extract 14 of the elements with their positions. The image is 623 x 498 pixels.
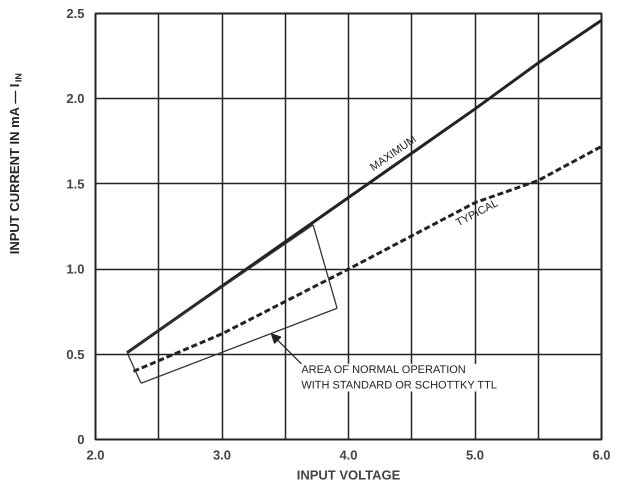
x-tick-label: 3.0: [212, 448, 232, 462]
y-tick-label: 2.0: [66, 91, 85, 106]
y-tick-label: 1.0: [66, 262, 85, 277]
x-tick-label: 2.0: [86, 448, 105, 462]
y-tick-label: 1.5: [66, 176, 85, 192]
x-axis-title: INPUT VOLTAGE: [296, 468, 401, 482]
y-axis-title: INPUT CURRENT IN mA — IIN: [7, 73, 24, 254]
y-tick-label: 0: [77, 432, 85, 447]
y-tick-label: 0.5: [66, 346, 85, 362]
y-tick-label: 2.5: [66, 6, 85, 21]
x-tick-label: 4.0: [339, 448, 358, 462]
x-tick-label: 5.0: [466, 448, 484, 462]
x-tick-label: 6.0: [592, 448, 611, 462]
annotation: AREA OF NORMAL OPERATION WITH STANDARD OR SCHOTTKY TTL: [301, 364, 497, 392]
